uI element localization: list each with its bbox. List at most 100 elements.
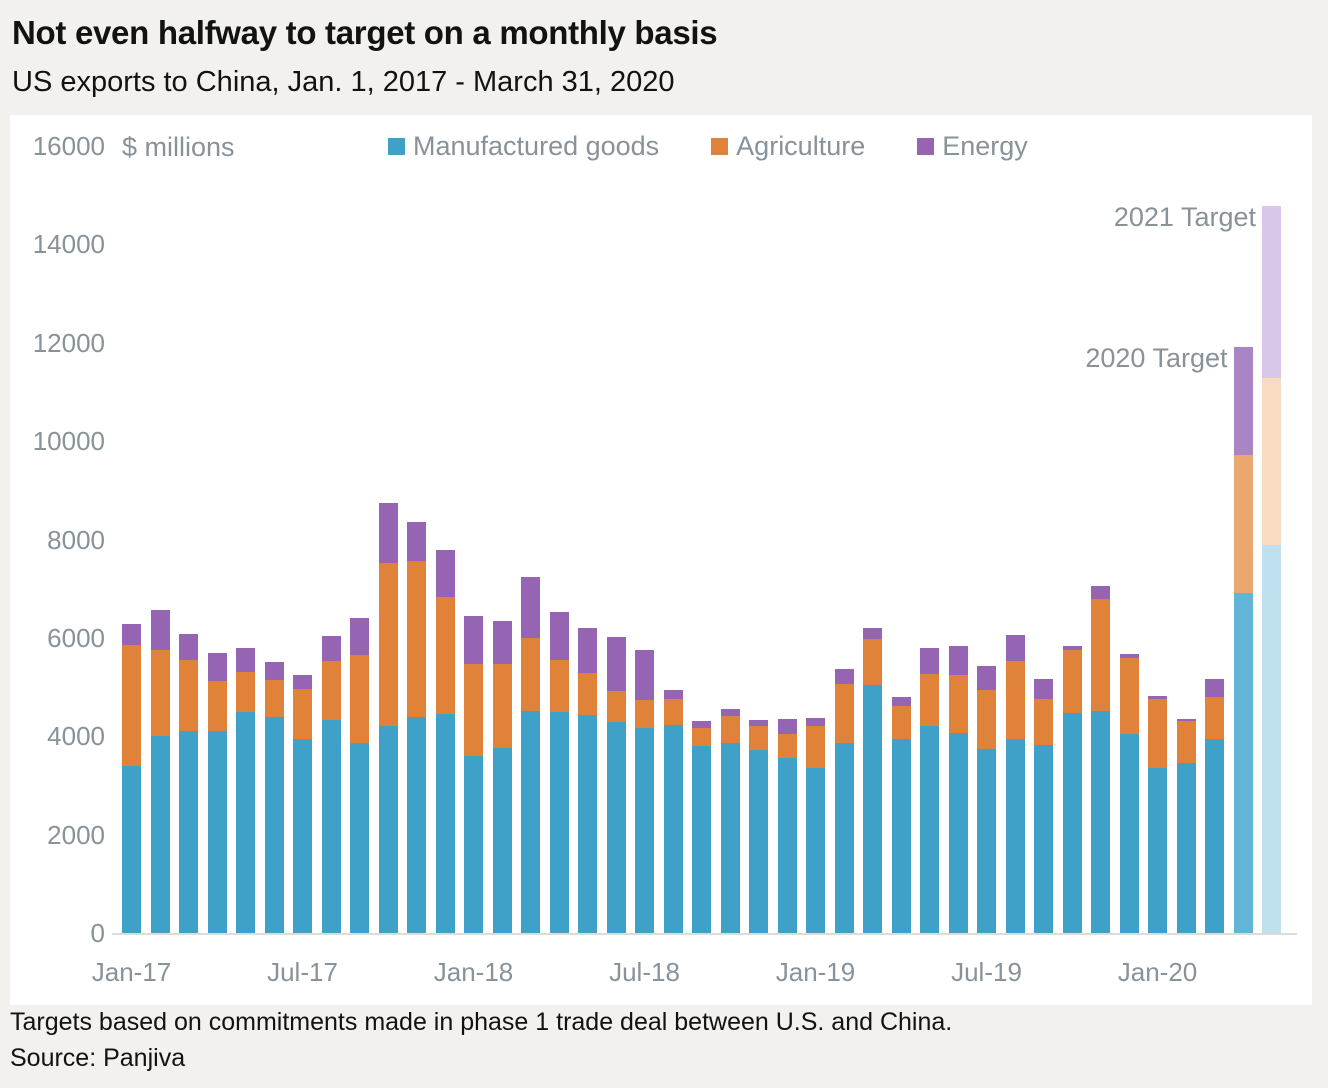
legend-swatch-manufactured	[388, 138, 405, 155]
x-axis-tick-label: Jul-19	[951, 957, 1022, 987]
bar-Aug-17	[321, 635, 341, 933]
bar-segment-agriculture	[749, 726, 768, 750]
legend-label: Manufactured goods	[413, 131, 660, 161]
bar-segment-energy	[122, 624, 141, 646]
bar-segment-manufactured	[1176, 762, 1196, 933]
bar-Aug-19	[1005, 634, 1025, 933]
y-axis-tick-label: 2000	[47, 819, 105, 850]
bar-segment-manufactured	[977, 749, 996, 933]
bar-Feb-20	[1176, 718, 1196, 933]
bar-segment-manufactured	[236, 712, 255, 933]
bar-segment-manufactured	[122, 765, 141, 933]
footnote: Targets based on commitments made in pha…	[10, 1008, 953, 1036]
bar-segment-agriculture	[378, 562, 398, 727]
bar-segment-energy	[350, 617, 369, 655]
bar-segment-manufactured	[692, 745, 711, 933]
bar-segment-manufactured	[920, 726, 939, 933]
bar-Jul-18	[635, 649, 654, 933]
bar-Sep-17	[350, 617, 369, 933]
bar-segment-agriculture	[977, 689, 996, 750]
bar-segment-energy	[1091, 586, 1110, 599]
bar-segment-agriculture	[150, 650, 170, 737]
legend-item-energy: Energy	[917, 131, 1028, 162]
bar-segment-energy	[264, 661, 284, 681]
bar-segment-agriculture	[806, 726, 825, 769]
bar-segment-manufactured	[350, 743, 369, 933]
bar-segment-agriculture	[350, 654, 369, 744]
bar-Nov-18	[749, 719, 768, 933]
bar-segment-agriculture	[578, 673, 597, 715]
bar-segment-manufactured	[863, 684, 882, 933]
bar-Jul-17	[293, 674, 312, 933]
bar-Oct-19	[1062, 646, 1082, 933]
bar-Mar-20	[1205, 679, 1224, 933]
bar-segment-manufactured	[1262, 544, 1281, 933]
bar-segment-agriculture	[863, 639, 882, 685]
bar-segment-energy	[492, 621, 512, 665]
bar-segment-manufactured	[492, 748, 512, 933]
bar-segment-manufactured	[1034, 744, 1053, 933]
bar-segment-manufactured	[1062, 713, 1082, 933]
bar-segment-manufactured	[464, 756, 483, 933]
bar-segment-agriculture	[264, 680, 284, 718]
bar-segment-energy	[236, 647, 255, 672]
bar-segment-agriculture	[891, 706, 911, 739]
bar-segment-energy	[806, 717, 825, 727]
bar-Apr-18	[549, 611, 569, 933]
bar-Jun-18	[606, 637, 626, 933]
bar-segment-agriculture	[834, 684, 854, 744]
bar-segment-manufactured	[293, 738, 312, 933]
bar-segment-energy	[521, 577, 540, 638]
bar-Jan-17	[122, 624, 141, 933]
bar-segment-agriculture	[1233, 455, 1253, 593]
bar-segment-energy	[1005, 634, 1025, 661]
bar-segment-manufactured	[321, 720, 341, 933]
legend-label: Energy	[942, 131, 1028, 161]
bar-Dec-17	[435, 550, 455, 933]
source-credit: Source: Panjiva	[10, 1044, 186, 1072]
bar-segment-energy	[720, 708, 740, 716]
bar-segment-energy	[1119, 654, 1139, 659]
bar-Jun-19	[948, 646, 968, 933]
bar-segment-manufactured	[407, 716, 426, 933]
bar-segment-energy	[321, 635, 341, 661]
bar-Oct-17	[378, 503, 398, 933]
bar-segment-energy	[863, 628, 882, 640]
bar-segment-agriculture	[635, 700, 654, 729]
bar-Mar-18	[521, 577, 540, 933]
bar-segment-manufactured	[749, 750, 768, 933]
y-axis-tick-label: 16000	[32, 131, 105, 161]
bar-segment-agriculture	[692, 727, 711, 746]
bar-Feb-19	[834, 669, 854, 933]
x-axis-tick-label: Jan-19	[775, 957, 856, 987]
bar-segment-agriculture	[1062, 650, 1082, 714]
bar-Apr-19	[891, 696, 911, 933]
bar-segment-energy	[1034, 678, 1053, 699]
legend-item-agriculture: Agriculture	[711, 131, 865, 162]
bar-segment-agriculture	[492, 664, 512, 749]
x-axis-tick-label: Jul-17	[267, 957, 338, 987]
bar-May-18	[578, 628, 597, 933]
bar-segment-manufactured	[834, 743, 854, 933]
bar-Dec-18	[777, 719, 797, 933]
y-axis-tick-label: 12000	[32, 327, 105, 358]
bar-segment-energy	[692, 721, 711, 728]
y-axis-tick-label: 8000	[47, 524, 105, 555]
bar-segment-energy	[1205, 679, 1224, 697]
bar-2020 Target	[1233, 346, 1253, 933]
bar-segment-energy	[378, 503, 398, 563]
bar-Apr-17	[207, 652, 227, 933]
bar-Mar-19	[863, 628, 882, 933]
bar-Jan-19	[806, 717, 825, 933]
bar-segment-agriculture	[663, 699, 683, 725]
legend-item-manufactured: Manufactured goods	[388, 131, 659, 162]
bar-segment-manufactured	[521, 711, 540, 933]
bar-segment-energy	[179, 634, 198, 660]
bar-segment-energy	[834, 669, 854, 685]
bar-segment-manufactured	[435, 713, 455, 933]
bar-Sep-18	[692, 721, 711, 933]
legend-swatch-energy	[917, 138, 935, 155]
bar-Jan-20	[1148, 696, 1167, 933]
bar-segment-energy	[435, 550, 455, 598]
bar-segment-agriculture	[179, 659, 198, 732]
